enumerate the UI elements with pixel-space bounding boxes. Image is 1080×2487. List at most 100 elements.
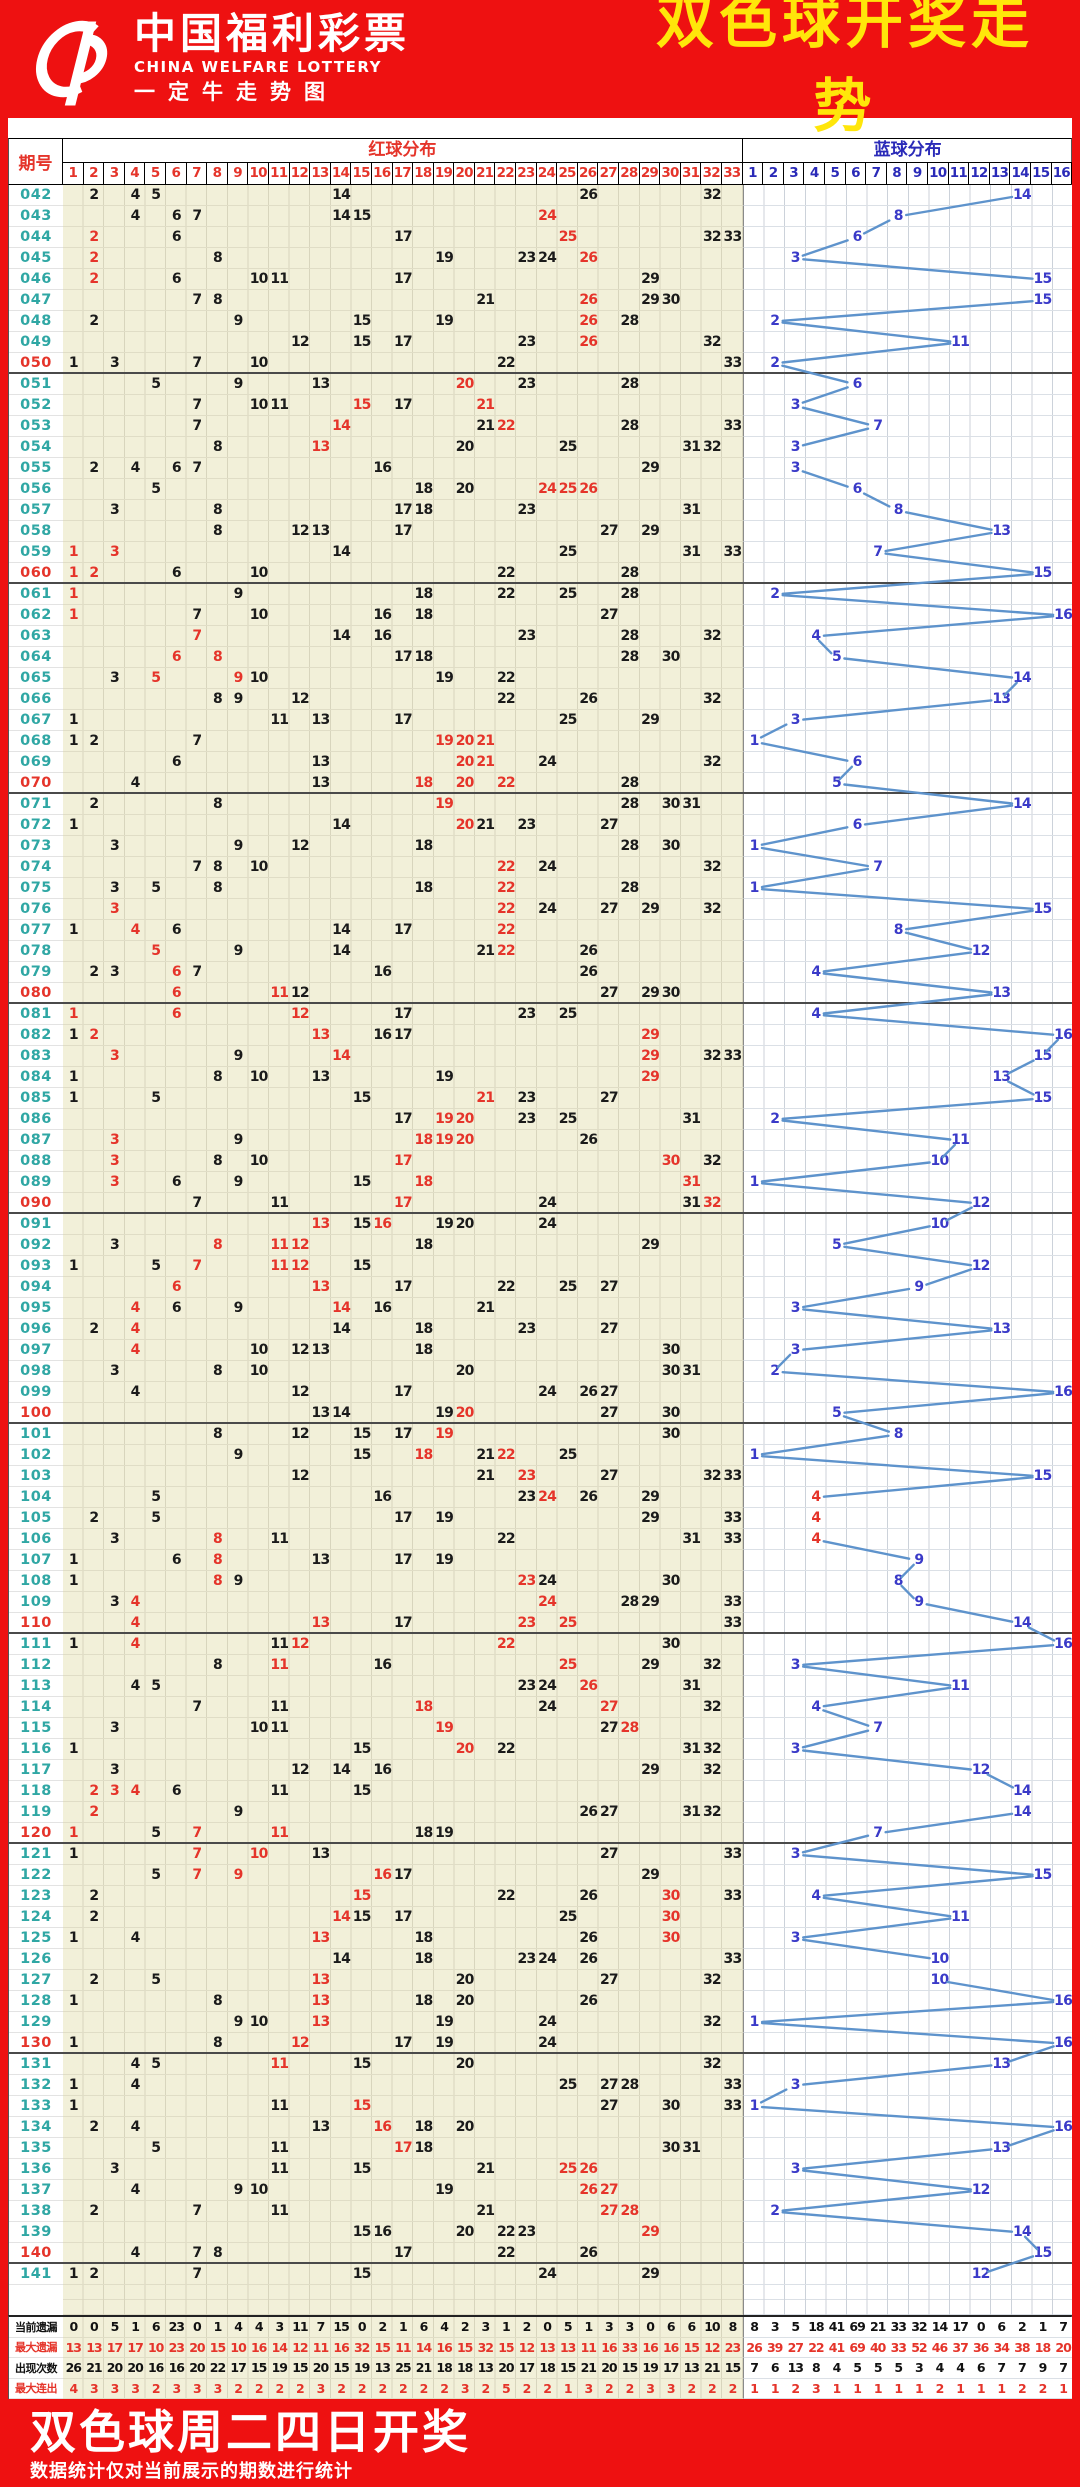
red-ball-number: 20	[455, 1972, 475, 1988]
draw-row-103: 103 12 21 23 27 32 33 15	[9, 1466, 1073, 1487]
red-distribution-cell: 2 5 13 20 27 32	[63, 1970, 743, 1991]
red-ball-number: 3	[110, 1237, 120, 1253]
trend-table: 期号 红球分布 蓝球分布 1 2 3 4 5 6 7 8 9 10 11 12 13 14 15 16 17 18…	[8, 118, 1073, 2399]
summary-value: 16	[436, 2339, 452, 2355]
red-ball-number: 30	[661, 1930, 681, 1946]
blue-column-header-1: 1	[743, 163, 764, 184]
draw-row-044: 044 2 6 17 25 32 33 6	[9, 227, 1073, 248]
red-ball-number: 29	[641, 712, 660, 728]
blue-distribution-cell: 4	[742, 1529, 1073, 1550]
summary-value: 1	[915, 2380, 924, 2396]
blue-distribution-cell: 3	[742, 1844, 1073, 1865]
summary-value: 32	[353, 2339, 370, 2355]
period-label: 119	[9, 1802, 63, 1823]
red-ball-number: 31	[682, 1363, 701, 1379]
blue-ball-number: 6	[852, 481, 863, 497]
red-ball-number: 28	[620, 649, 640, 665]
red-ball-number: 2	[89, 1972, 99, 1988]
red-ball-number: 9	[233, 376, 244, 392]
blue-column-header-13: 13	[990, 163, 1011, 184]
period-label: 134	[9, 2117, 63, 2138]
red-ball-number: 16	[373, 1657, 392, 1673]
red-ball-number: 17	[393, 2034, 413, 2051]
summary-value: 6	[997, 2319, 1006, 2335]
summary-value: 5	[853, 2360, 862, 2376]
red-ball-number: 27	[599, 817, 619, 833]
red-ball-number: 7	[192, 607, 202, 623]
summary-value: 22	[209, 2360, 226, 2376]
footer-banner: 双色球周二四日开奖 数据统计仅对当前展示的期数进行统计	[0, 2399, 1080, 2487]
summary-value: 4	[69, 2380, 78, 2396]
red-ball-number: 27	[599, 1384, 619, 1400]
blue-ball-number: 9	[914, 1594, 924, 1610]
red-column-header-11: 11	[269, 163, 290, 184]
brand-text: 中国福利彩票 CHINA WELFARE LOTTERY 一定牛走势图	[134, 11, 410, 107]
draw-rows: 042 2 4 5 14 26 32 14 043 4 6 7 14 15 24 8 044 2 6 17 25 32 33…	[8, 185, 1073, 2285]
red-ball-number: 24	[538, 2014, 557, 2030]
blue-distribution-cell: 14	[742, 185, 1073, 206]
red-distribution-cell: 8 12 15 17 19 30	[63, 1424, 743, 1445]
blue-column-header-5: 5	[825, 163, 846, 184]
red-ball-number: 5	[151, 1489, 161, 1505]
period-label: 137	[9, 2180, 63, 2201]
red-ball-number: 8	[213, 1069, 223, 1085]
red-ball-number: 33	[723, 229, 743, 245]
red-ball-number: 12	[290, 1468, 310, 1484]
blue-distribution-cell: 14	[742, 1802, 1073, 1823]
summary-value: 17	[230, 2360, 246, 2376]
red-column-header-9: 9	[228, 163, 249, 184]
red-ball-number: 22	[496, 2244, 516, 2261]
red-ball-number: 20	[455, 439, 475, 455]
draw-row-069: 069 6 13 20 21 24 32 6	[9, 752, 1073, 773]
red-ball-number: 27	[599, 523, 619, 539]
red-ball-number: 6	[171, 754, 182, 770]
red-ball-number: 5	[151, 1678, 161, 1694]
red-ball-number: 17	[393, 1384, 413, 1400]
red-ball-number: 22	[496, 901, 516, 917]
red-ball-number: 25	[558, 1111, 578, 1127]
blue-ball-number: 13	[992, 1069, 1011, 1085]
red-ball-number: 22	[496, 670, 516, 686]
brand-subtitle: 一定牛走势图	[134, 80, 338, 104]
red-ball-number: 26	[579, 1489, 598, 1505]
red-distribution-cell: 1 3 7 10 22 33	[63, 353, 743, 372]
summary-value: 2	[1018, 2380, 1027, 2396]
red-ball-number: 2	[89, 313, 99, 329]
blue-ball-number: 10	[930, 1951, 950, 1967]
red-ball-number: 12	[290, 2034, 310, 2051]
period-label: 078	[9, 941, 63, 962]
red-distribution-cell: 6 13 20 21 24 32	[63, 752, 743, 773]
draw-row-076: 076 3 22 24 27 29 32 15	[9, 899, 1073, 920]
red-ball-number: 10	[249, 397, 269, 413]
draw-row-075: 075 3 5 8 18 22 28 1	[9, 878, 1073, 899]
red-ball-number: 1	[68, 1636, 79, 1652]
draw-row-126: 126 14 18 23 24 26 33 10	[9, 1949, 1073, 1970]
blue-distribution-cell: 14	[742, 1613, 1073, 1632]
red-ball-number: 31	[682, 1531, 701, 1547]
red-ball-number: 13	[311, 1846, 331, 1862]
summary-value: 32	[911, 2319, 927, 2335]
red-ball-number: 11	[270, 1194, 289, 1211]
red-ball-number: 23	[517, 1468, 537, 1484]
red-distribution-cell: 7 14 21 22 28 33	[63, 416, 743, 437]
red-ball-number: 12	[290, 984, 310, 1001]
red-ball-number: 4	[130, 1384, 141, 1400]
red-ball-number: 13	[311, 1279, 331, 1295]
draw-row-089: 089 3 6 9 15 18 31 1	[9, 1172, 1073, 1193]
red-ball-number: 8	[213, 859, 223, 875]
red-ball-number: 24	[538, 1699, 557, 1715]
red-ball-number: 15	[352, 1741, 372, 1757]
red-ball-number: 20	[455, 2119, 475, 2135]
red-ball-number: 19	[435, 2034, 454, 2051]
period-label: 131	[9, 2054, 63, 2075]
period-label: 055	[9, 458, 63, 479]
summary-value: 34	[993, 2339, 1010, 2355]
summary-value: 4	[832, 2360, 842, 2376]
red-ball-number: 18	[414, 1132, 434, 1148]
period-label: 126	[9, 1949, 63, 1970]
blue-ball-number: 3	[790, 1342, 801, 1358]
period-label: 090	[9, 1193, 63, 1212]
draw-row-085: 085 1 5 15 21 23 27 15	[9, 1088, 1073, 1109]
red-ball-number: 1	[68, 1069, 79, 1085]
